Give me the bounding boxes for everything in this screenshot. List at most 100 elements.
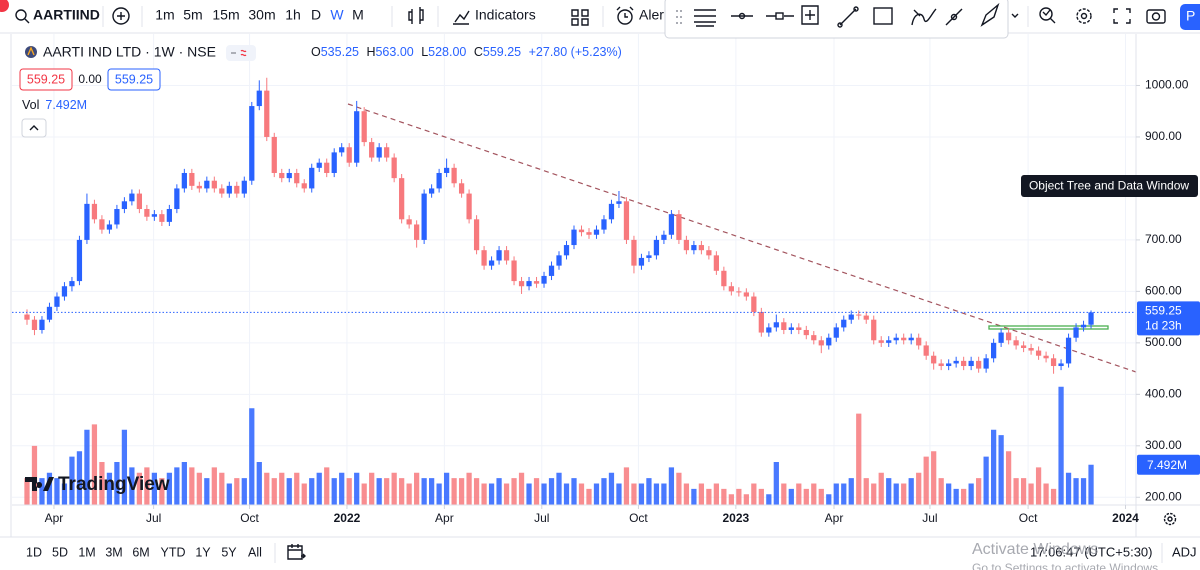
interval-button[interactable]: 1h [285,7,301,23]
symbol-search[interactable]: AARTIIND [15,7,100,24]
interval-button[interactable]: 5m [183,7,202,23]
candle-body [766,327,772,333]
clock[interactable]: 17:06:47 (UTC+5:30) [1030,544,1152,559]
candle-body [541,275,547,284]
volume-bar [586,488,592,505]
compare-button[interactable] [112,7,130,25]
volume-bar [241,478,247,505]
collapse-button[interactable] [21,118,47,138]
rect-icon[interactable] [873,7,893,25]
snapshot-button[interactable] [1146,9,1166,24]
range-button[interactable]: 1Y [195,545,211,559]
interval-button[interactable]: D [311,7,321,23]
x-tick-label: Apr [45,511,64,525]
range-button[interactable]: 3M [105,545,122,559]
candle-body [676,214,682,240]
interval-button[interactable]: 15m [212,7,239,23]
crosshair-icon[interactable] [801,5,819,25]
brush-icon[interactable] [911,8,937,26]
volume-bar [698,483,705,505]
volume-bar [488,483,495,505]
interval-button[interactable]: 30m [248,7,275,23]
tooltip-bg [1021,175,1198,197]
volume-bar [376,478,382,505]
alert-button[interactable]: Aler [616,6,664,25]
settings-button[interactable] [1076,8,1092,24]
drawing-toolbar [664,0,1019,39]
interval-button[interactable]: W [330,7,344,23]
candle-body [174,188,180,210]
range-button[interactable]: 1M [78,545,95,559]
candle-body [916,337,922,346]
range-button[interactable]: All [248,545,262,559]
axis-settings[interactable] [1163,512,1177,526]
candle-body [181,172,187,189]
volume-bar [638,483,645,505]
candle-body [961,360,967,367]
volume-bar [166,472,172,505]
c-label: C [474,45,483,59]
volume-bar [811,483,817,505]
trend-icon[interactable] [945,8,963,26]
candle-body [99,219,105,230]
fullscreen-icon [1113,8,1131,24]
hline-icon [738,12,746,20]
chart-type-button[interactable] [408,7,424,24]
last-price-label: 559.25 [1145,304,1182,318]
volume-bar [99,462,105,505]
range-button[interactable]: YTD [161,545,186,559]
layout-button[interactable] [571,9,589,26]
publish-button[interactable]: P [1180,4,1200,30]
change: +27.80 (+5.23%) [529,45,622,59]
candle-body [443,167,450,173]
trend-line[interactable] [347,103,1137,373]
candle-body [893,337,899,341]
adj-toggle[interactable]: ADJ [1172,544,1197,559]
ohlc: O535.25 H563.00 L528.00 C559.25 +27.80 (… [311,45,622,59]
layout-icon [571,9,589,26]
range-button[interactable]: 5D [52,545,68,559]
indicators-label: Indicators [475,7,536,23]
buy-price: 559.25 [115,72,153,86]
candle-body [878,340,884,343]
zoom-button[interactable] [1039,7,1056,24]
interval-buttons: 1m 5m 15m 30m 1h D W M [155,7,364,23]
volume-bar [294,472,300,505]
interval-button[interactable]: M [352,7,364,23]
tooltip-text: Object Tree and Data Window [1029,179,1189,193]
candle-body [901,337,907,341]
o-value: 535.25 [321,45,359,59]
candle-body [796,327,802,330]
volume-bar [264,472,270,505]
candle-body [818,340,824,346]
candle-body [46,306,53,320]
rectangle-drawing[interactable] [988,325,1109,330]
sell-box[interactable] [19,68,73,91]
range-button[interactable]: 5Y [221,545,237,559]
o-label: O [311,45,321,59]
line-icon[interactable] [839,8,857,26]
range-button[interactable]: 1D [26,545,42,559]
candle-body [518,281,525,287]
indicators-button[interactable]: Indicators [453,7,536,25]
fullscreen-button[interactable] [1113,8,1131,24]
publish-label: P [1186,8,1195,24]
goto-date[interactable] [287,544,306,560]
spread: 0.00 [78,72,102,86]
candle-body [204,180,210,189]
pen-icon[interactable] [980,2,1000,27]
volume-bar [226,483,232,505]
fib-icon[interactable] [694,9,716,27]
candle-body [593,229,600,235]
candle-body [279,172,285,179]
candle-body [166,209,172,222]
candle-body [646,255,652,258]
interval-button[interactable]: 1m [155,7,174,23]
range-button[interactable]: 6M [132,545,149,559]
volume-bar [211,467,217,505]
activate-windows: Activate Windows [972,541,1098,558]
x-tick-label: Apr [435,511,454,525]
buy-box[interactable] [107,68,161,91]
more-icon[interactable] [1011,13,1019,18]
